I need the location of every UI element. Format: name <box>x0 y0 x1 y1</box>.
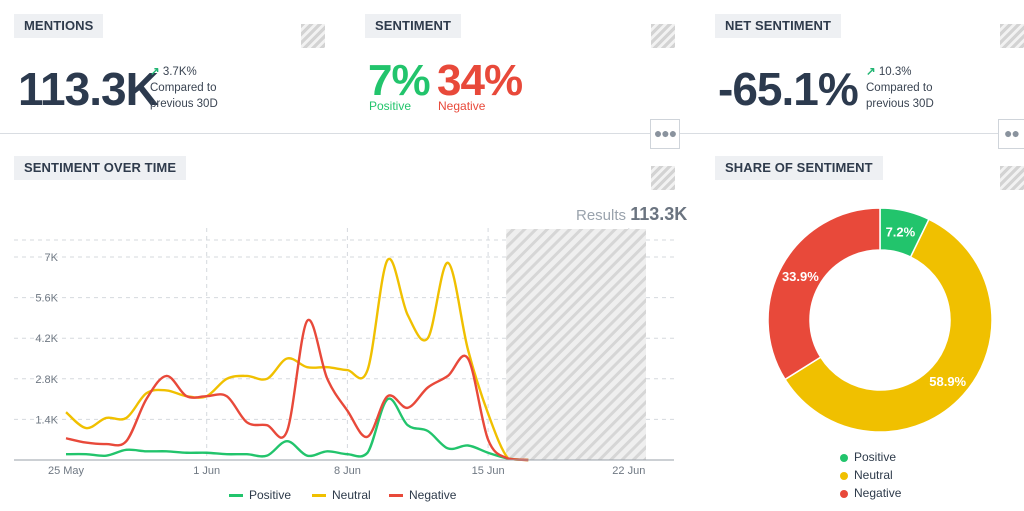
mentions-value: 113.3K <box>18 63 159 115</box>
donut-value-label: 58.9% <box>929 374 966 389</box>
legend-dot-neutral <box>840 471 848 480</box>
results-label: Results <box>576 207 627 224</box>
mentions-drag-handle[interactable] <box>301 24 325 48</box>
more-horizontal-icon: ●● <box>1004 125 1020 141</box>
series-line-neutral[interactable] <box>65 257 529 462</box>
donut-legend-positive-label: Positive <box>854 450 897 464</box>
net-sentiment-value: -65.1% <box>718 63 859 115</box>
more-options-button[interactable]: ●● <box>998 119 1024 149</box>
row-divider-right <box>680 133 1000 134</box>
results-summary: Results 113.3K <box>576 204 687 225</box>
legend-neutral-label: Neutral <box>332 488 371 502</box>
donut-legend-negative[interactable]: Negative <box>840 486 901 500</box>
legend-neutral[interactable]: Neutral <box>312 488 371 502</box>
net-sentiment-drag-handle[interactable] <box>1000 24 1024 48</box>
series-line-positive[interactable] <box>65 397 529 462</box>
forecast-region <box>506 229 646 460</box>
legend-swatch-neutral <box>312 494 326 498</box>
mentions-delta-value: 3.7K% <box>162 66 197 78</box>
mentions-title: MENTIONS <box>14 14 104 38</box>
legend-swatch-positive <box>229 494 243 498</box>
x-tick-label: 25 May <box>48 465 85 477</box>
legend-dot-positive <box>840 453 848 462</box>
sentiment-positive-label: Positive <box>369 99 412 113</box>
x-tick-label: 22 Jun <box>612 465 645 477</box>
sentiment-title: SENTIMENT <box>365 14 462 38</box>
y-tick-label: 4.2K <box>35 333 58 345</box>
y-tick-label: 1.4K <box>35 414 58 426</box>
donut-legend-neutral-label: Neutral <box>854 468 893 482</box>
results-value: 113.3K <box>630 204 688 224</box>
more-options-button[interactable]: ●●● <box>650 119 680 149</box>
sentiment-drag-handle[interactable] <box>651 24 675 48</box>
donut-legend-neutral[interactable]: Neutral <box>840 468 893 482</box>
y-tick-label: 2.8K <box>35 374 58 386</box>
row-divider-left <box>0 133 650 134</box>
mentions-compare-line1: Compared to <box>150 82 217 94</box>
net-sentiment-delta: ↗ 10.3% Compared to previous 30D <box>866 64 934 112</box>
legend-swatch-negative <box>389 494 403 498</box>
legend-positive-label: Positive <box>249 488 292 502</box>
arrow-up-icon: ↗ <box>866 66 876 78</box>
legend-negative-label: Negative <box>409 488 457 502</box>
sentiment-negative-label: Negative <box>438 99 486 113</box>
donut-legend-negative-label: Negative <box>854 486 902 500</box>
x-tick-label: 15 Jun <box>472 465 505 477</box>
net-sentiment-title: NET SENTIMENT <box>715 14 842 38</box>
net-sentiment-delta-value: 10.3% <box>878 66 912 78</box>
donut-value-label: 33.9% <box>782 269 819 284</box>
mentions-delta: ↗ 3.7K% Compared to previous 30D <box>150 64 218 112</box>
sentiment-over-time-chart: 1.4K 2.8K 4.2K 5.6K 7K 25 May 1 Jun 8 Jun 15 Jun… <box>14 228 674 477</box>
y-tick-label: 5.6K <box>35 293 58 305</box>
share-of-sentiment-donut: 7.2% 58.9% 33.9% <box>767 207 993 433</box>
series-line-negative[interactable] <box>65 318 529 462</box>
net-sentiment-compare-line1: Compared to <box>866 82 933 94</box>
sentiment-positive-value: 7% <box>368 56 431 105</box>
x-tick-label: 1 Jun <box>193 465 220 477</box>
y-tick-label: 7K <box>45 252 59 264</box>
share-of-sentiment-title: SHARE OF SENTIMENT <box>715 156 883 180</box>
mentions-compare-line2: previous 30D <box>150 98 218 110</box>
arrow-up-icon: ↗ <box>150 66 160 78</box>
legend-negative[interactable]: Negative <box>389 488 456 502</box>
legend-positive[interactable]: Positive <box>229 488 291 502</box>
donut-value-label: 7.2% <box>886 224 916 239</box>
legend-dot-negative <box>840 489 848 498</box>
sentiment-over-time-title: SENTIMENT OVER TIME <box>14 156 187 180</box>
donut-slice-negative[interactable] <box>767 207 881 381</box>
sentiment-over-time-drag-handle[interactable] <box>651 166 675 190</box>
net-sentiment-compare-line2: previous 30D <box>866 98 934 110</box>
x-tick-label: 8 Jun <box>334 465 361 477</box>
donut-legend-positive[interactable]: Positive <box>840 450 896 464</box>
more-horizontal-icon: ●●● <box>653 125 677 141</box>
sentiment-negative-value: 34% <box>437 56 523 105</box>
share-of-sentiment-drag-handle[interactable] <box>1000 166 1024 190</box>
donut-slice-neutral[interactable] <box>784 218 993 433</box>
